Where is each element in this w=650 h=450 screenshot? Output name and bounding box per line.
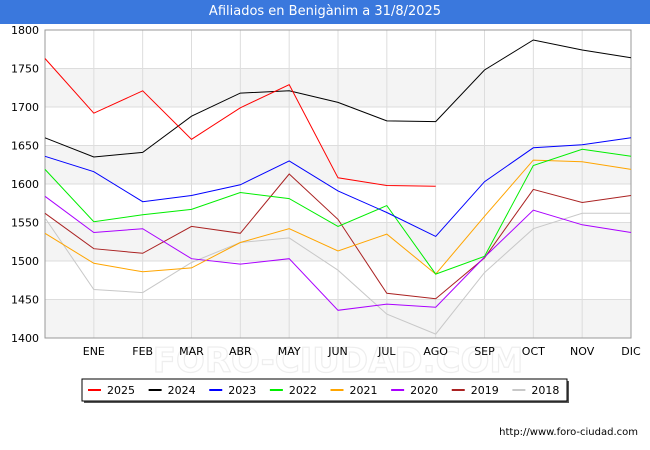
x-tick-label: AGO [423,345,448,358]
series-line-2020 [44,195,632,311]
legend-label-2024: 2024 [168,384,196,397]
series-line-2018 [44,212,631,335]
y-tick-label: 1600 [11,178,39,191]
watermark-text: FORO-CIUDAD.COM [153,341,524,381]
x-tick-label: MAY [278,345,301,358]
y-tick-label: 1500 [11,255,39,268]
plot-border [44,29,632,339]
x-tick-label: ENE [83,345,105,358]
legend-label-2022: 2022 [289,384,317,397]
legend-label-2019: 2019 [471,384,499,397]
x-tick-label: FEB [132,345,153,358]
x-tick-label: DIC [621,345,641,358]
y-tick-label: 1750 [11,63,39,76]
legend-box [81,378,568,402]
footer-url[interactable]: http://www.foro-ciudad.com [499,427,638,438]
x-tick-label: JUL [377,345,396,358]
legend: 2025 2024 2023 2022 2021 2020 2019 2018 [81,378,568,402]
series-line-2023 [44,137,632,238]
x-tick-label: JUN [327,345,348,358]
series-line-2021 [44,159,632,275]
series-line-2022 [44,148,632,275]
y-tick-label: 1400 [11,332,39,345]
x-tick-label: ABR [229,345,252,358]
legend-label-2025: 2025 [107,384,135,397]
x-tick-label: MAR [179,345,204,358]
legend-label-2021: 2021 [350,384,378,397]
x-tick-label: SEP [474,345,495,358]
y-tick-label: 1450 [11,294,39,307]
x-tick-label: NOV [570,345,595,358]
series-line-2019 [44,173,632,300]
series-line-2025 [44,58,436,187]
y-tick-label: 1550 [11,217,39,230]
x-tick-label: OCT [522,345,545,358]
y-tick-label: 1650 [11,140,39,153]
chart-title: Afiliados en Benigànim a 31/8/2025 [0,0,650,24]
y-tick-label: 1800 [11,24,39,37]
legend-label-2018: 2018 [531,384,559,397]
series-line-2024 [44,39,632,158]
legend-label-2023: 2023 [228,384,256,397]
y-tick-label: 1700 [11,101,39,114]
legend-label-2020: 2020 [410,384,438,397]
